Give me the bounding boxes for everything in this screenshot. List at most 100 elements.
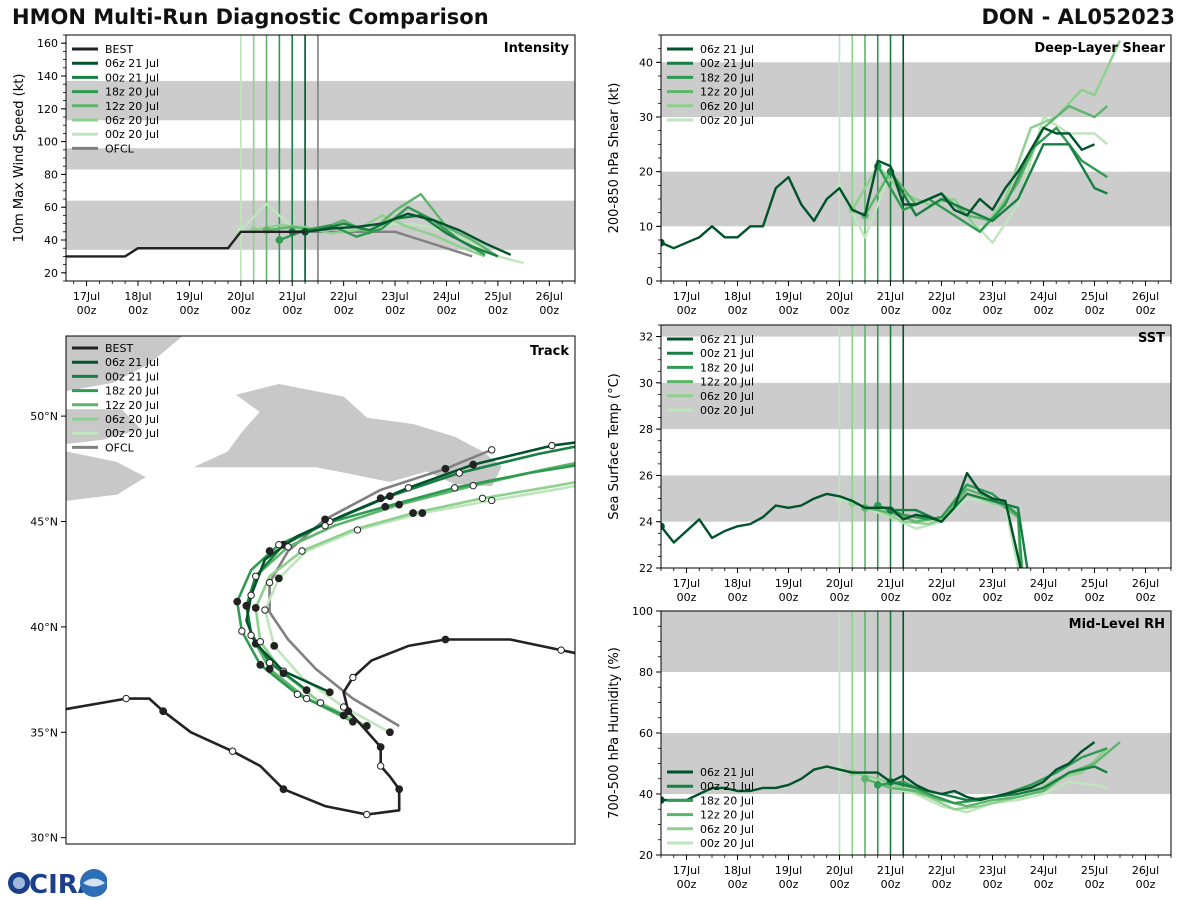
x-tick-label-day: 26Jul: [536, 290, 563, 303]
legend-label: 06z 21 Jul: [700, 333, 754, 346]
x-tick-label-day: 17Jul: [673, 290, 700, 303]
x-tick-label-hour: 00z: [334, 304, 354, 317]
x-tick-label-hour: 00z: [779, 878, 799, 891]
legend-label: 12z 20 Jul: [700, 86, 754, 99]
track-position-filled: [348, 717, 357, 726]
series-line-18z-20-jul: [278, 205, 486, 256]
legend-label: 06z 20 Jul: [700, 100, 754, 113]
track-position-filled: [362, 722, 371, 730]
legend-label: 06z 20 Jul: [105, 114, 159, 127]
track-position-open: [261, 606, 269, 614]
shaded-band: [66, 200, 575, 250]
track-position-filled: [692, 459, 699, 466]
legend-label: 06z 21 Jul: [700, 43, 754, 56]
track-position-open: [488, 496, 496, 505]
logo-globe-swoosh: [83, 878, 105, 887]
x-tick-label-day: 22Jul: [330, 290, 357, 303]
landmass: [195, 383, 502, 487]
track-position-filled: [279, 669, 288, 678]
track-position-open: [256, 637, 265, 646]
x-tick-label-hour: 00z: [1136, 304, 1156, 317]
lat-tick-label: 40°N: [30, 621, 58, 634]
track-position-filled: [469, 460, 478, 469]
track-position-filled: [409, 509, 417, 517]
x-tick-label-day: 23Jul: [381, 290, 408, 303]
track-position-filled: [279, 785, 288, 794]
x-tick-label-hour: 00z: [180, 304, 200, 317]
track-position-filled: [274, 574, 283, 583]
track-position-open: [404, 484, 413, 492]
track-position-open: [632, 470, 638, 476]
x-tick-label-hour: 00z: [677, 304, 697, 317]
legend-label: OFCL: [105, 441, 135, 454]
x-tick-label-hour: 00z: [983, 591, 1003, 604]
y-tick-label: 60: [44, 201, 58, 214]
track-position-filled: [386, 728, 394, 737]
panel-title: Track: [530, 344, 569, 359]
track-position-filled: [678, 446, 685, 453]
x-tick-label-day: 19Jul: [775, 577, 802, 590]
series-line-06z-21-jul: [661, 126, 1095, 250]
legend-label: BEST: [105, 342, 133, 355]
track-position-open: [238, 627, 246, 635]
legend-label: 00z 21 Jul: [700, 780, 754, 793]
y-tick-label: 100: [37, 136, 58, 149]
track-position-filled: [395, 500, 404, 509]
x-tick-label-day: 23Jul: [979, 864, 1006, 877]
x-tick-label-hour: 00z: [779, 591, 799, 604]
shaded-band: [661, 325, 1171, 337]
legend-label: 00z 20 Jul: [700, 404, 754, 417]
track-position-open: [455, 469, 464, 477]
shaded-band: [66, 80, 575, 121]
track-position-open: [349, 673, 357, 682]
x-tick-label-hour: 00z: [728, 878, 748, 891]
panel-title: Intensity: [504, 41, 570, 56]
shaded-band: [661, 382, 1171, 430]
y-tick-label: 20: [44, 267, 58, 280]
y-tick-label: 32: [639, 331, 653, 344]
panel-sst: 22242628303217Jul00z18Jul00z19Jul00z20Ju…: [607, 324, 1172, 604]
y-tick-label: 10: [639, 220, 653, 233]
track-position-filled: [418, 509, 427, 517]
y-tick-label: 120: [37, 103, 58, 116]
track-position-filled: [325, 688, 334, 697]
track-position-open: [339, 703, 348, 711]
legend-label: 00z 21 Jul: [105, 370, 159, 383]
y-tick-label: 0: [646, 275, 653, 288]
shaded-band: [661, 62, 1171, 117]
track-position-open: [363, 810, 371, 819]
x-tick-label-day: 26Jul: [1132, 864, 1159, 877]
track-position-filled: [159, 707, 168, 716]
x-tick-label-hour: 00z: [1085, 878, 1105, 891]
legend-label: 00z 20 Jul: [700, 837, 754, 850]
track-position-open: [284, 543, 292, 551]
series-line-06z-21-jul: [661, 741, 1096, 802]
x-tick-label-hour: 00z: [1136, 878, 1156, 891]
legend-label: 06z 20 Jul: [700, 823, 754, 836]
track-position-filled: [395, 785, 404, 794]
x-tick-label-day: 23Jul: [979, 290, 1006, 303]
y-tick-label: 22: [639, 562, 653, 575]
y-tick-label: 24: [639, 516, 653, 529]
x-tick-label-day: 22Jul: [928, 577, 955, 590]
legend-label: 06z 20 Jul: [105, 413, 159, 426]
track-position-filled: [242, 601, 251, 610]
track-position-filled: [381, 502, 390, 511]
track-position-filled: [441, 635, 450, 644]
x-tick-label-hour: 00z: [1136, 591, 1156, 604]
legend-label: 18z 20 Jul: [105, 86, 159, 99]
track-position-open: [376, 762, 385, 770]
legend-label: 18z 20 Jul: [700, 71, 754, 84]
track-line-best: [66, 638, 575, 816]
x-tick-label-hour: 00z: [1085, 591, 1105, 604]
lat-tick-label: 35°N: [30, 726, 58, 739]
x-tick-label-day: 18Jul: [724, 290, 751, 303]
x-tick-label-day: 21Jul: [877, 577, 904, 590]
track-position-filled: [376, 743, 385, 751]
x-tick-label-hour: 00z: [539, 304, 559, 317]
series-line-06z-21-jul: [661, 471, 1022, 568]
y-tick-label: 20: [639, 166, 653, 179]
